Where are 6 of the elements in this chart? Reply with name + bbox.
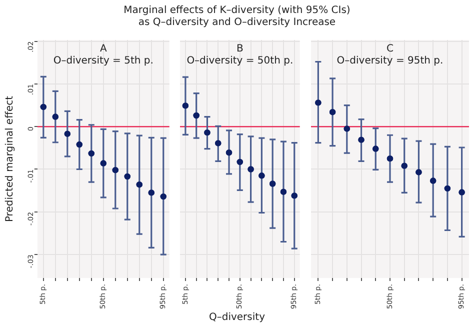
y-axis-title: Predicted marginal effect (4, 96, 16, 222)
text: Marginal effects of K–diversity (with 95% CIs) as Q–diversity and O–diversity Increase (122, 5, 352, 29)
text: C O–diversity = 95th p. (336, 44, 444, 67)
text: A O–diversity = 5th p. (53, 44, 154, 67)
text: B O–diversity = 50th p. (186, 44, 294, 67)
x-axis-title: Q–diversity (208, 312, 266, 323)
